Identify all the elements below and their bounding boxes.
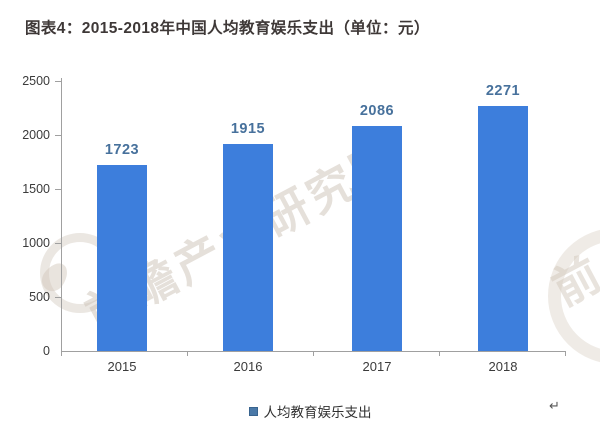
y-axis-tick-label: 1500 (22, 182, 50, 196)
bar-group-2015: 1723 (97, 142, 147, 351)
y-axis-line (61, 78, 62, 351)
y-axis-tick (55, 135, 61, 136)
y-axis-tick-label: 1000 (22, 236, 50, 250)
x-axis-tick (61, 352, 62, 356)
bar-group-2017: 2086 (352, 103, 402, 351)
x-axis-category-label: 2018 (488, 359, 518, 374)
chart-title: 图表4：2015-2018年中国人均教育娱乐支出（单位：元） (25, 20, 430, 37)
y-axis-tick (55, 297, 61, 298)
x-axis-tick (187, 352, 188, 356)
legend-marker-icon (248, 406, 258, 416)
x-axis-tick (439, 352, 440, 356)
bar-2016 (223, 144, 273, 351)
legend: 人均教育娱乐支出 (10, 401, 600, 421)
bar-group-2016: 1915 (223, 121, 273, 351)
x-axis-line (61, 351, 566, 352)
x-axis-category-label: 2016 (233, 359, 263, 374)
y-axis-tick-label: 2500 (22, 74, 50, 88)
y-axis-tick (55, 243, 61, 244)
return-mark-icon: ↵ (549, 398, 560, 413)
y-axis-tick-label: 0 (43, 344, 50, 358)
y-axis-tick-label: 2000 (22, 128, 50, 142)
bar-2017 (352, 126, 402, 351)
bar-value-label: 2271 (485, 83, 521, 99)
bar-value-label: 1915 (230, 121, 266, 137)
bar-value-label: 2086 (359, 103, 395, 119)
y-axis-tick (55, 189, 61, 190)
bar-value-label: 1723 (104, 142, 140, 158)
bar-group-2018: 2271 (478, 83, 528, 351)
x-axis-tick (565, 352, 566, 356)
bar-2018 (478, 106, 528, 351)
x-axis-category-label: 2017 (362, 359, 392, 374)
x-axis-category-label: 2015 (107, 359, 137, 374)
y-axis-tick (55, 81, 61, 82)
legend-label: 人均教育娱乐支出 (263, 405, 372, 420)
x-axis-tick (313, 352, 314, 356)
bar-2015 (97, 165, 147, 351)
y-axis-tick-label: 500 (29, 290, 50, 304)
